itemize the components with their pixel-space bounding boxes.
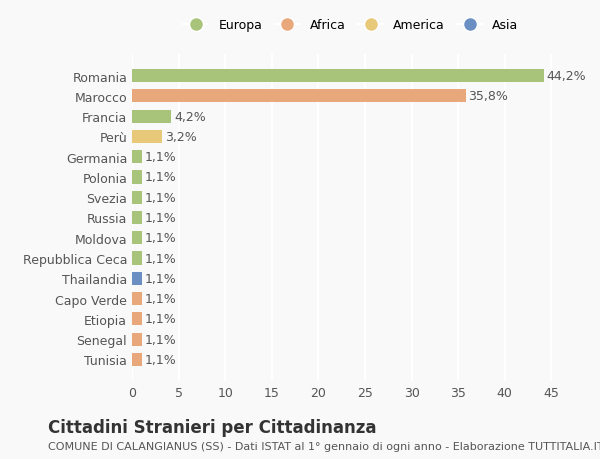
Text: 1,1%: 1,1% xyxy=(145,252,177,265)
Bar xyxy=(132,191,142,204)
Text: 1,1%: 1,1% xyxy=(145,353,177,366)
Bar xyxy=(132,171,142,184)
Text: 1,1%: 1,1% xyxy=(145,191,177,204)
Text: 1,1%: 1,1% xyxy=(145,333,177,346)
Text: 1,1%: 1,1% xyxy=(145,151,177,164)
Legend: Europa, Africa, America, Asia: Europa, Africa, America, Asia xyxy=(184,19,518,32)
Bar xyxy=(132,212,142,224)
Text: 1,1%: 1,1% xyxy=(145,292,177,305)
Text: 1,1%: 1,1% xyxy=(145,313,177,325)
Bar xyxy=(132,110,171,123)
Bar xyxy=(132,70,544,83)
Text: 1,1%: 1,1% xyxy=(145,272,177,285)
Bar xyxy=(132,313,142,326)
Bar xyxy=(132,252,142,265)
Bar xyxy=(132,90,466,103)
Text: COMUNE DI CALANGIANUS (SS) - Dati ISTAT al 1° gennaio di ogni anno - Elaborazion: COMUNE DI CALANGIANUS (SS) - Dati ISTAT … xyxy=(48,441,600,451)
Bar xyxy=(132,232,142,245)
Text: 1,1%: 1,1% xyxy=(145,171,177,184)
Text: 4,2%: 4,2% xyxy=(174,111,206,123)
Bar xyxy=(132,292,142,306)
Text: Cittadini Stranieri per Cittadinanza: Cittadini Stranieri per Cittadinanza xyxy=(48,418,377,436)
Bar xyxy=(132,151,142,164)
Text: 35,8%: 35,8% xyxy=(469,90,508,103)
Bar xyxy=(132,333,142,346)
Bar xyxy=(132,353,142,366)
Text: 1,1%: 1,1% xyxy=(145,212,177,224)
Text: 1,1%: 1,1% xyxy=(145,232,177,245)
Bar xyxy=(132,272,142,285)
Text: 3,2%: 3,2% xyxy=(164,131,196,144)
Text: 44,2%: 44,2% xyxy=(547,70,586,83)
Bar xyxy=(132,130,162,144)
